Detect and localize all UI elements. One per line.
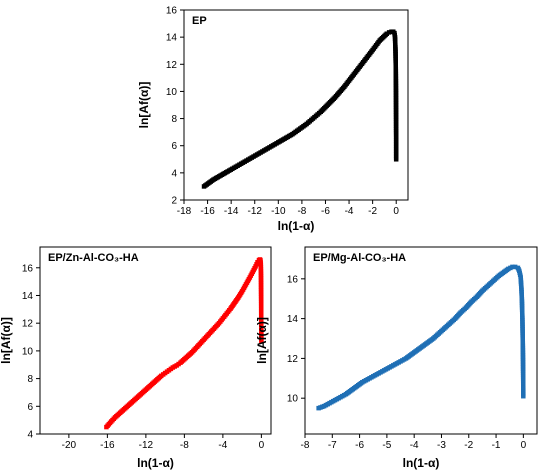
x-tick-label: 0: [259, 440, 265, 451]
data-point: [259, 338, 264, 344]
y-axis-label: ln[Af(α)]: [0, 317, 13, 364]
x-axis-label: ln(1-α): [278, 219, 315, 233]
data-point: [512, 264, 518, 270]
y-tick-label: 12: [22, 319, 34, 330]
y-tick-label: 14: [287, 314, 299, 325]
x-axis-label: ln(1-α): [137, 456, 174, 470]
y-tick-label: 10: [287, 394, 299, 405]
data-point: [521, 393, 526, 399]
y-tick-label: 4: [171, 168, 177, 179]
x-tick-label: -8: [180, 440, 189, 451]
x-tick-label: -16: [100, 440, 115, 451]
x-tick-label: -4: [345, 206, 354, 217]
y-tick-label: 6: [171, 141, 177, 152]
y-tick-label: 16: [22, 263, 34, 274]
y-axis-label: ln[Af(α)]: [137, 82, 151, 129]
data-point: [384, 31, 390, 36]
data-series-1: [201, 29, 399, 189]
x-tick-label: -7: [328, 440, 337, 451]
data-series-1: [316, 264, 526, 411]
x-tick-label: -12: [248, 206, 263, 217]
x-tick-label: -3: [437, 440, 446, 451]
y-tick-label: 8: [171, 114, 177, 125]
data-point: [510, 264, 515, 270]
x-tick-label: -20: [62, 440, 77, 451]
y-tick-label: 10: [166, 87, 178, 98]
x-tick-label: -4: [410, 440, 419, 451]
x-tick-label: -8: [297, 206, 306, 217]
panel-title: EP/Mg-Al-CO₃-HA: [313, 252, 406, 264]
x-tick-label: -2: [368, 206, 377, 217]
x-tick-label: -8: [301, 440, 310, 451]
y-axis-label: ln[Af(α)]: [255, 317, 269, 364]
data-point: [393, 157, 399, 162]
y-tick-label: 12: [287, 354, 299, 365]
y-tick-label: 8: [27, 374, 33, 385]
panel-title: EP: [192, 15, 207, 27]
x-tick-label: -12: [139, 440, 154, 451]
x-tick-label: 0: [393, 206, 399, 217]
x-tick-label: -5: [382, 440, 391, 451]
data-point: [386, 30, 392, 35]
y-tick-label: 14: [166, 33, 178, 44]
panel-title: EP/Zn-Al-CO₃-HA: [48, 252, 139, 264]
x-tick-label: -6: [355, 440, 364, 451]
y-tick-label: 16: [287, 274, 299, 285]
data-series-1: [104, 257, 264, 430]
plot-frame: [39, 246, 272, 435]
chart-panel-2: -20 -16 -12 -8 -4 0 4 6 8 10 12 14 16 ln(1-α) ln[Af(α)…: [0, 246, 272, 470]
plot-frame: [183, 9, 409, 201]
y-tick-label: 16: [166, 6, 178, 17]
y-tick-label: 14: [22, 291, 34, 302]
x-tick-label: -14: [224, 206, 239, 217]
x-tick-label: -6: [321, 206, 330, 217]
x-tick-label: 0: [521, 440, 527, 451]
x-tick-label: -2: [464, 440, 473, 451]
y-tick-label: 6: [27, 402, 33, 413]
x-tick-label: -16: [200, 206, 215, 217]
y-tick-label: 10: [22, 346, 34, 357]
x-tick-label: -10: [271, 206, 286, 217]
plot-frame: [304, 246, 538, 435]
x-tick-label: -4: [218, 440, 227, 451]
x-axis-label: ln(1-α): [403, 456, 440, 470]
chart-panel-3: -8 -7 -6 -5 -4 -3 -2 -1 0 10 12 14 16 ln(1-α) ln[Af(α)…: [255, 246, 538, 470]
x-tick-label: -18: [177, 206, 192, 217]
y-tick-label: 2: [171, 196, 177, 207]
y-tick-label: 12: [166, 60, 178, 71]
chart-panel-1: -18 -16 -14 -12 -10 -8 -6 -4 -2 0 2 4 6 8 10 12 14 16 ln(1…: [137, 6, 409, 233]
y-tick-label: 4: [27, 430, 33, 441]
x-tick-label: -1: [492, 440, 501, 451]
